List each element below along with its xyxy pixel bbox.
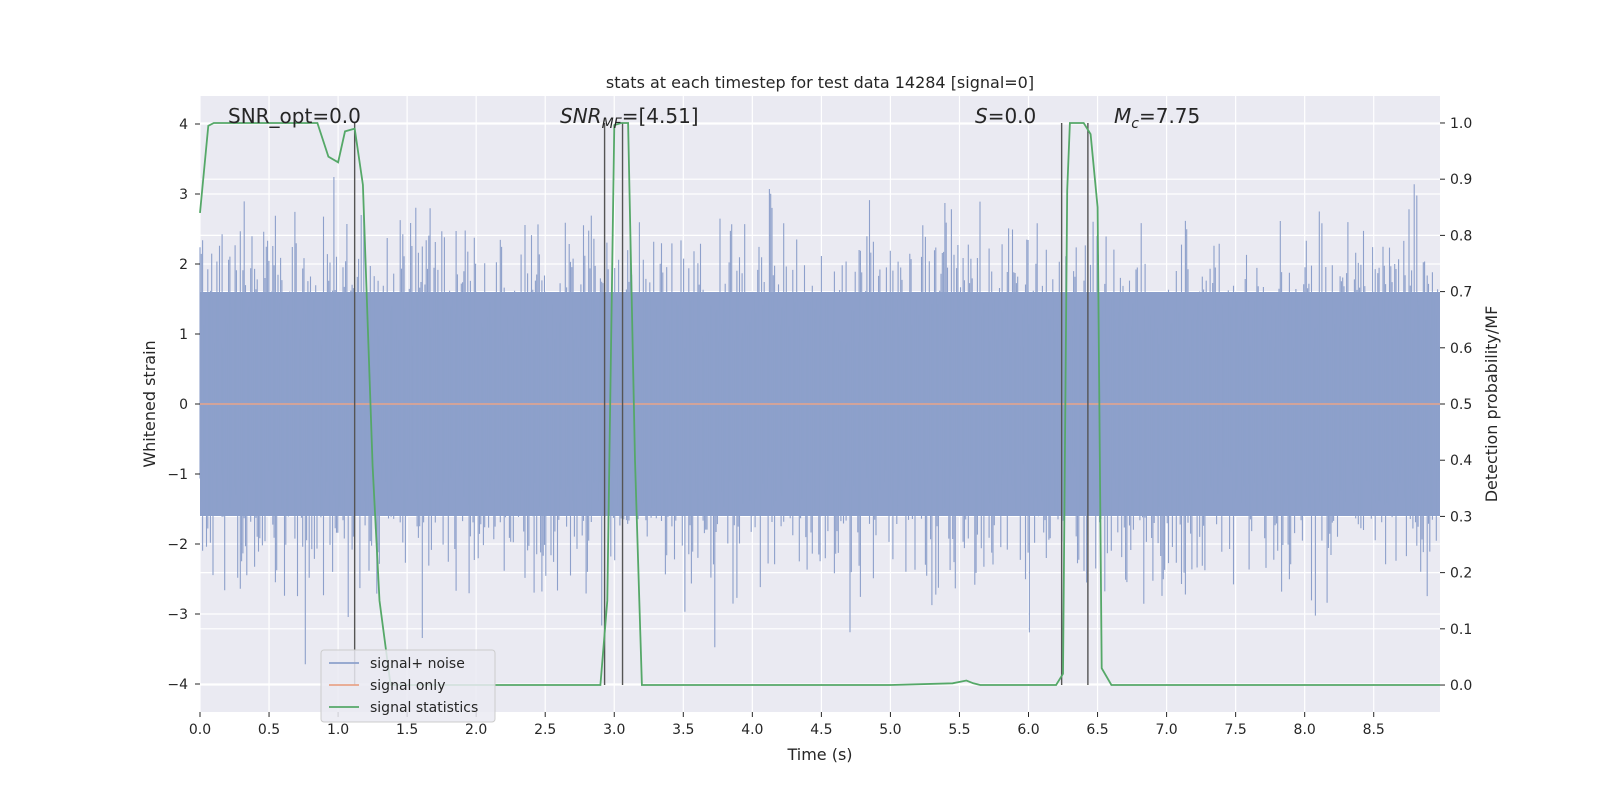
y-right-tick-label: 0.2 bbox=[1450, 566, 1472, 582]
y-right-tick-labels: 0.0 0.1 0.2 0.3 0.4 0.5 0.6 0.7 0.8 0.9 1.0 bbox=[1440, 116, 1472, 694]
legend-label-signal-statistics: signal statistics bbox=[370, 700, 478, 716]
x-tick-label: 2.0 bbox=[465, 722, 487, 738]
y-left-tick-label: 3 bbox=[179, 187, 188, 203]
y-left-tick-label: −2 bbox=[167, 537, 188, 553]
x-tick-label: 8.5 bbox=[1363, 722, 1385, 738]
x-tick-label: 6.5 bbox=[1086, 722, 1108, 738]
x-tick-label: 4.0 bbox=[741, 722, 763, 738]
x-tick-label: 7.0 bbox=[1155, 722, 1177, 738]
signal-plus-noise-series bbox=[199, 177, 1440, 665]
y-axis-label-left: Whitened strain bbox=[140, 340, 159, 467]
x-tick-label: 1.5 bbox=[396, 722, 418, 738]
y-right-tick-label: 0.6 bbox=[1450, 341, 1472, 357]
vertical-markers bbox=[353, 122, 1089, 686]
x-tick-label: 8.0 bbox=[1294, 722, 1316, 738]
y-left-tick-labels: −4 −3 −2 −1 0 1 2 3 4 bbox=[167, 117, 200, 693]
y-right-tick-label: 0.4 bbox=[1450, 453, 1472, 469]
x-tick-labels: 0.0 0.5 1.0 1.5 2.0 2.5 3.0 3.5 4.0 4.5 5.0 5.5 6.0 6… bbox=[189, 712, 1385, 738]
y-left-tick-label: −1 bbox=[167, 467, 188, 483]
legend-label-signal-only: signal only bbox=[370, 678, 445, 694]
y-right-tick-label: 0.5 bbox=[1450, 397, 1472, 413]
x-tick-label: 5.5 bbox=[948, 722, 970, 738]
snr-mf-annotation: SNRMF=[4.51] bbox=[560, 104, 699, 132]
s-annotation: S=0.0 bbox=[975, 104, 1036, 128]
y-right-tick-label: 1.0 bbox=[1450, 116, 1472, 132]
chart-title: stats at each timestep for test data 142… bbox=[606, 73, 1034, 92]
y-left-tick-label: −4 bbox=[167, 677, 188, 693]
y-left-tick-label: −3 bbox=[167, 607, 188, 623]
x-tick-label: 2.5 bbox=[534, 722, 556, 738]
y-right-tick-label: 0.1 bbox=[1450, 622, 1472, 638]
y-right-tick-label: 0.7 bbox=[1450, 285, 1472, 301]
x-tick-label: 5.0 bbox=[879, 722, 901, 738]
y-right-tick-label: 0.9 bbox=[1450, 172, 1472, 188]
y-left-tick-label: 2 bbox=[179, 257, 188, 273]
x-tick-label: 3.5 bbox=[672, 722, 694, 738]
legend-label-signal-plus-noise: signal+ noise bbox=[370, 656, 465, 672]
y-left-tick-label: 0 bbox=[179, 397, 188, 413]
y-right-tick-label: 0.8 bbox=[1450, 228, 1472, 244]
x-axis-label: Time (s) bbox=[786, 745, 852, 764]
x-tick-label: 7.5 bbox=[1225, 722, 1247, 738]
x-tick-label: 1.0 bbox=[327, 722, 349, 738]
x-tick-label: 4.5 bbox=[810, 722, 832, 738]
y-axis-label-right: Detection probability/MF bbox=[1482, 306, 1501, 503]
y-left-tick-label: 1 bbox=[179, 327, 188, 343]
x-tick-label: 6.0 bbox=[1017, 722, 1039, 738]
x-tick-label: 0.0 bbox=[189, 722, 211, 738]
legend: signal+ noise signal only signal statist… bbox=[320, 649, 496, 723]
x-tick-label: 3.0 bbox=[603, 722, 625, 738]
y-left-tick-label: 4 bbox=[179, 117, 188, 133]
y-right-tick-label: 0.0 bbox=[1450, 678, 1472, 694]
legend-box bbox=[320, 649, 496, 723]
y-right-tick-label: 0.3 bbox=[1450, 509, 1472, 525]
x-tick-label: 0.5 bbox=[258, 722, 280, 738]
signal-statistics-series bbox=[199, 122, 1440, 686]
mc-annotation: Mc=7.75 bbox=[1114, 104, 1200, 132]
snr-opt-annotation: SNR_opt=0.0 bbox=[228, 104, 361, 128]
